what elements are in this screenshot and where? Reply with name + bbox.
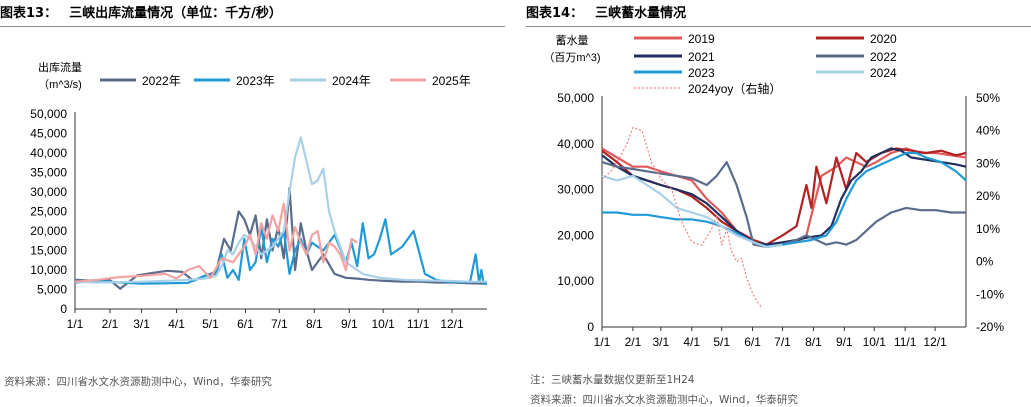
right-chart-svg: 0 10,000 20,000 30,000 40,000 50,000 -20% -10% 0…: [543, 32, 1004, 349]
y-tick-label: 45,000: [30, 127, 67, 141]
x-tick-label: 3/1: [133, 317, 150, 331]
legend-label: 2021: [688, 50, 715, 64]
x-tick-label: 7/1: [774, 335, 791, 349]
y-tick-label: 20,000: [30, 224, 67, 238]
y-tick-label: 30,000: [557, 183, 594, 197]
x-tick-label: 3/1: [652, 335, 669, 349]
x-tick-label: 11/1: [407, 317, 430, 331]
x-tick-label: 7/1: [271, 317, 288, 331]
x-tick-label: 8/1: [306, 317, 323, 331]
left-chart-panel: 图表13： 三峡出库流量情况（单位：千方/秒） 0 5,000 10,000 15,00…: [0, 0, 505, 403]
x-tick-label: 6/1: [237, 317, 254, 331]
y-axis-title: 出库流量: [38, 60, 82, 74]
series-line-2019: [601, 147, 967, 246]
right-source-note: 资料来源：四川省水文水资源勘测中心，Wind，华泰研究: [530, 394, 798, 406]
series-line-2023年: [74, 218, 488, 286]
x-tick-label: 10/1: [863, 335, 887, 349]
y-axis-title-unit: （百万m^3): [543, 51, 600, 64]
series-line-2020: [601, 147, 967, 246]
y2-tick-label: -20%: [976, 320, 1004, 334]
series-line-2021: [601, 147, 967, 246]
y-tick-label: 10,000: [557, 274, 594, 288]
series-line-2023: [602, 151, 967, 248]
x-tick-label: 10/1: [371, 317, 395, 331]
legend-label: 2019: [688, 32, 715, 46]
y2-tick-label: -10%: [976, 287, 1004, 301]
x-tick-label: 6/1: [744, 335, 761, 349]
series-line-2024年: [74, 136, 487, 284]
x-tick-label: 2/1: [102, 317, 119, 331]
legend-label: 2022年: [142, 74, 181, 88]
left-chart-header: 图表13： 三峡出库流量情况（单位：千方/秒）: [0, 4, 505, 27]
series-line-2022年: [74, 187, 488, 290]
y-tick-label: 50,000: [30, 107, 67, 121]
legend-label: 2022: [870, 50, 897, 64]
legend-label: 2023年: [236, 74, 275, 88]
y2-tick-label: 0%: [976, 255, 994, 269]
series-line-2024yoy（右轴）: [601, 126, 763, 308]
x-tick-label: 5/1: [713, 335, 730, 349]
left-source-note: 资料来源：四川省水文水资源勘测中心，Wind，华泰研究: [4, 376, 272, 388]
x-tick-label: 5/1: [202, 317, 219, 331]
y2-tick-label: 30%: [976, 156, 1000, 170]
y-tick-label: 5,000: [37, 283, 67, 297]
y2-tick-label: 10%: [976, 222, 1000, 236]
y-axis-title: 蓄水量: [556, 34, 589, 47]
right-figure-label: 图表14：: [526, 6, 584, 21]
y-tick-label: 40,000: [557, 137, 594, 151]
legend-label: 2020: [870, 32, 897, 46]
y-tick-label: 35,000: [30, 166, 67, 180]
x-tick-label: 1/1: [594, 335, 611, 349]
left-figure-label: 图表13：: [0, 6, 58, 21]
x-tick-label: 11/1: [894, 335, 917, 349]
x-tick-label: 12/1: [440, 317, 464, 331]
legend-label: 2023: [688, 66, 715, 80]
legend-label: 2024年: [332, 74, 371, 88]
right-chart-header: 图表14： 三峡蓄水量情况: [526, 4, 1031, 27]
left-chart-svg: 0 5,000 10,000 15,000 20,000 25,000 30,000 35,0…: [30, 60, 488, 331]
right-chart-panel: 图表14： 三峡蓄水量情况 0 10,000 20,000 30,000 40,000 50…: [526, 0, 1031, 406]
series-line-2022: [601, 161, 966, 248]
y-tick-label: 0: [587, 320, 594, 334]
y2-tick-label: 20%: [976, 189, 1000, 203]
legend-label: 2025年: [432, 74, 471, 88]
y-tick-label: 50,000: [557, 91, 594, 105]
right-chart-title: 三峡蓄水量情况: [595, 6, 687, 21]
y-tick-label: 25,000: [30, 205, 67, 219]
legend-label: 2024yoy（右轴）: [688, 81, 781, 96]
y2-tick-label: 50%: [976, 91, 1000, 105]
y-tick-label: 20,000: [557, 228, 594, 242]
x-tick-label: 1/1: [67, 317, 84, 331]
series-line-2024: [601, 174, 783, 248]
y-tick-label: 30,000: [30, 185, 67, 199]
y2-tick-label: 40%: [976, 124, 1000, 138]
x-tick-label: 9/1: [341, 317, 358, 331]
x-tick-label: 9/1: [836, 335, 853, 349]
x-tick-label: 8/1: [805, 335, 822, 349]
y-tick-label: 15,000: [30, 244, 67, 258]
y-tick-label: 40,000: [30, 146, 67, 160]
x-tick-label: 2/1: [625, 335, 642, 349]
x-tick-label: 4/1: [168, 317, 185, 331]
y-tick-label: 10,000: [30, 263, 67, 277]
left-chart-title: 三峡出库流量情况（单位：千方/秒）: [69, 6, 282, 21]
legend-label: 2024: [870, 66, 897, 80]
x-tick-label: 12/1: [923, 335, 947, 349]
y-axis-title-unit: （m^3/s): [38, 78, 82, 91]
y-tick-label: 0: [60, 302, 67, 316]
series-line-2025年: [74, 202, 358, 283]
x-tick-label: 4/1: [683, 335, 700, 349]
right-footnote: 注：三峡蓄水量数据仅更新至1H24: [530, 374, 695, 386]
